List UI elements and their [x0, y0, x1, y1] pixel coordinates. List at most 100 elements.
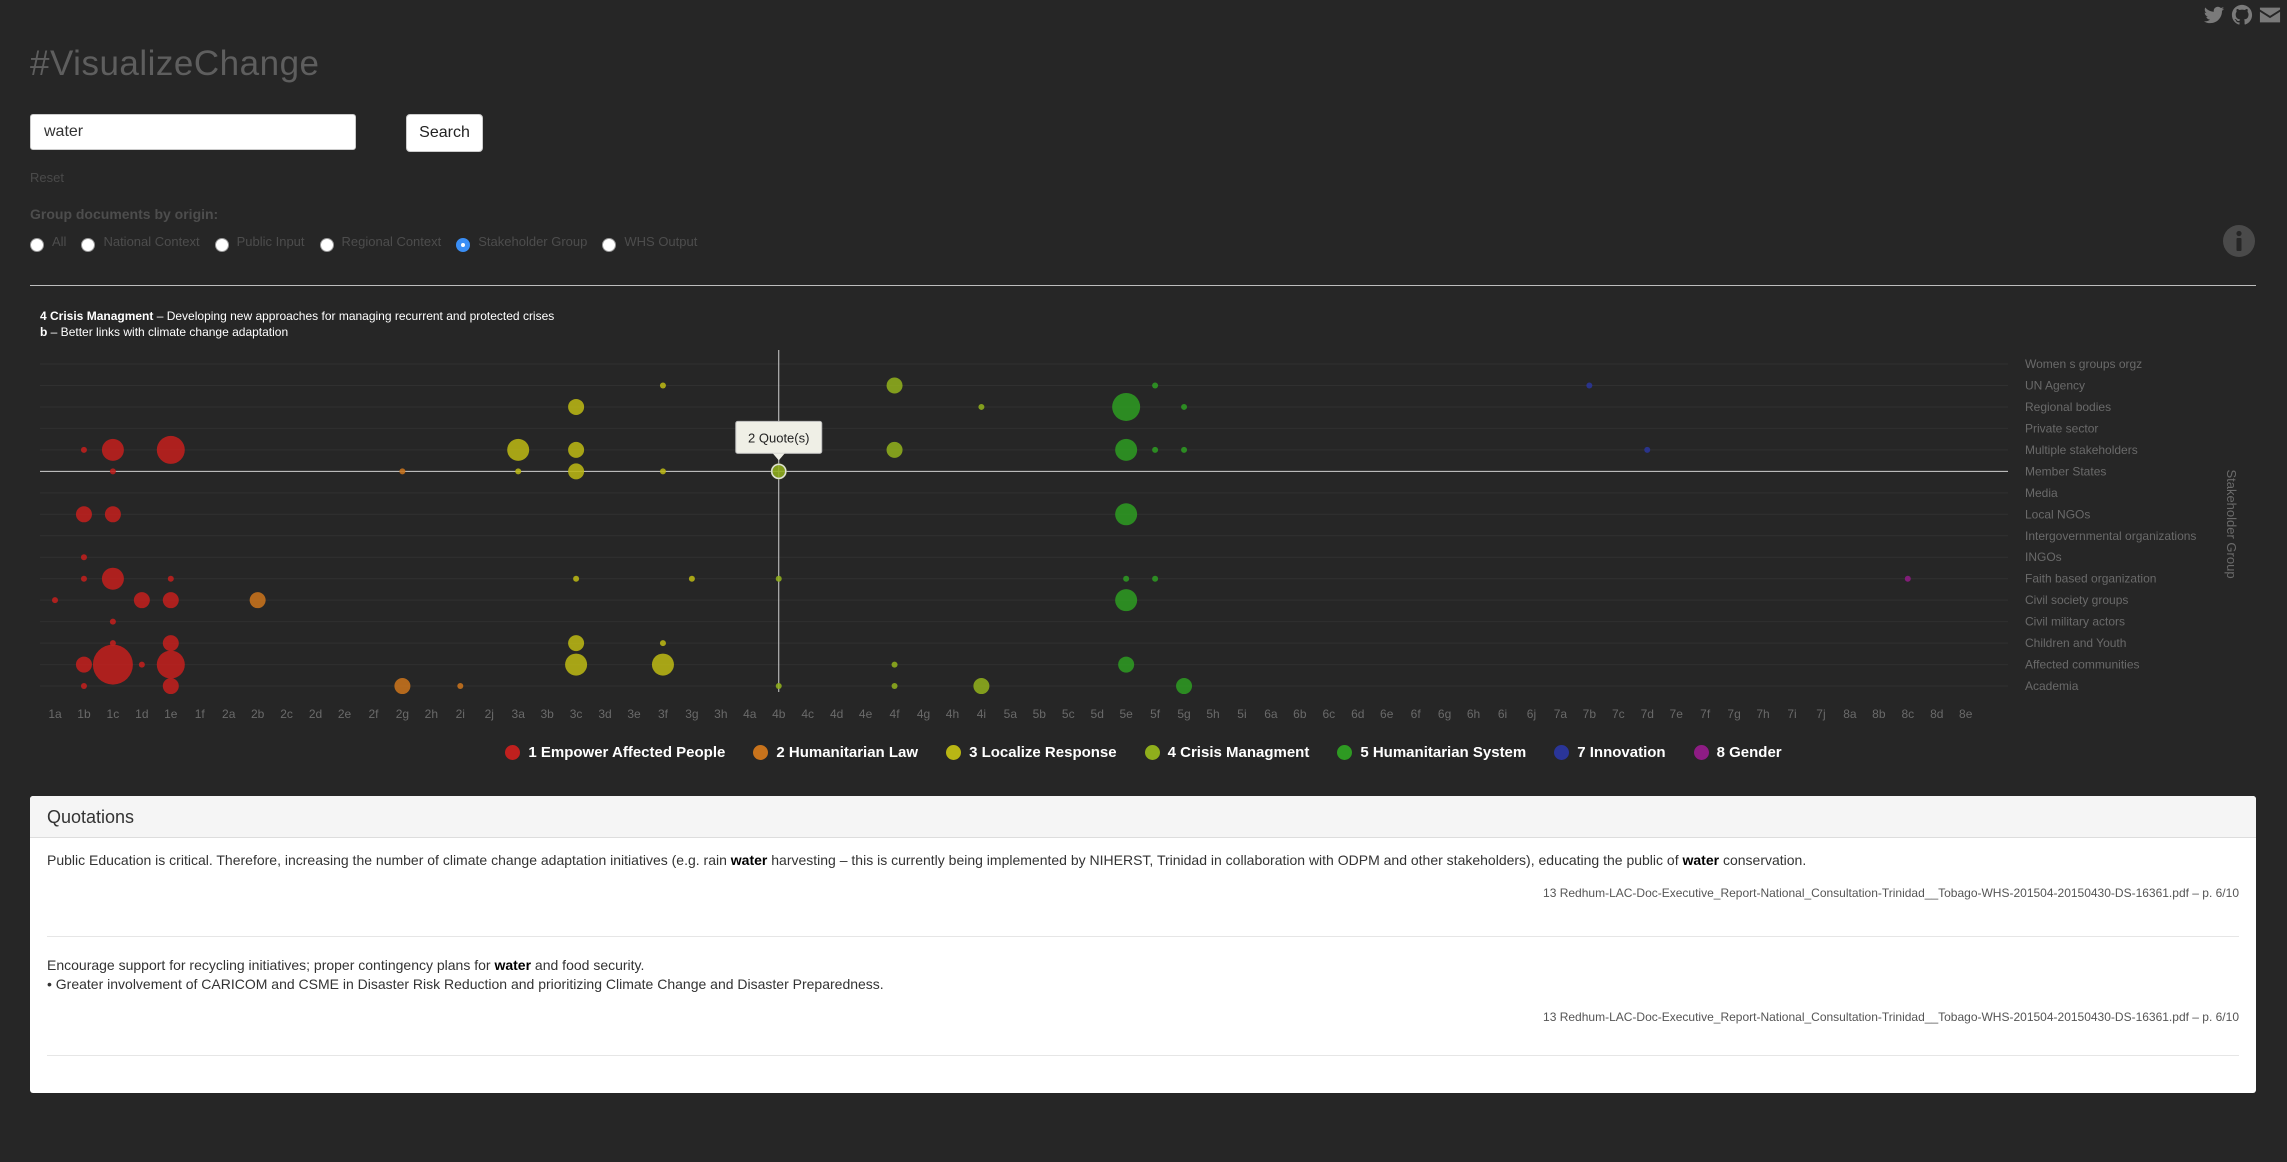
radio-option[interactable]: Public Input: [214, 230, 305, 252]
radio-option[interactable]: Regional Context: [319, 230, 441, 252]
data-point[interactable]: [109, 468, 116, 475]
data-point[interactable]: [568, 441, 585, 458]
radio-button[interactable]: [30, 238, 44, 252]
data-point[interactable]: [659, 640, 666, 647]
data-point[interactable]: [1152, 446, 1159, 453]
data-point[interactable]: [104, 506, 121, 523]
twitter-icon[interactable]: [2203, 4, 2225, 26]
info-icon[interactable]: [2222, 224, 2256, 258]
data-point[interactable]: [886, 441, 903, 458]
y-tick-label: Faith based organization: [2025, 572, 2156, 586]
data-point[interactable]: [1112, 392, 1141, 421]
data-point[interactable]: [886, 377, 903, 394]
data-point[interactable]: [75, 506, 92, 523]
data-point[interactable]: [688, 575, 695, 582]
data-point[interactable]: [109, 640, 116, 647]
data-point[interactable]: [1181, 403, 1188, 410]
data-point[interactable]: [457, 683, 464, 690]
radio-button[interactable]: [81, 238, 96, 252]
radio-option[interactable]: National Context: [81, 230, 200, 252]
legend-item[interactable]: 7 Innovation: [1554, 744, 1666, 761]
data-point[interactable]: [1152, 382, 1159, 389]
legend-item[interactable]: 4 Crisis Managment: [1144, 744, 1309, 761]
data-point[interactable]: [92, 644, 133, 685]
data-point[interactable]: [80, 446, 87, 453]
data-point[interactable]: [1123, 575, 1130, 582]
data-point[interactable]: [568, 463, 585, 480]
radio-button[interactable]: [602, 238, 617, 252]
x-tick-label: 8c: [1901, 707, 1914, 721]
data-point[interactable]: [1115, 503, 1138, 526]
legend-item[interactable]: 2 Humanitarian Law: [753, 744, 918, 761]
search-input[interactable]: [30, 114, 356, 150]
data-point[interactable]: [507, 438, 530, 461]
radio-option[interactable]: All: [30, 230, 66, 252]
data-point[interactable]: [973, 678, 990, 695]
data-point[interactable]: [891, 661, 898, 668]
data-point[interactable]: [1644, 446, 1651, 453]
selected-theme-label: 4 Crisis Managment: [40, 309, 154, 323]
github-icon[interactable]: [2231, 4, 2253, 26]
data-point[interactable]: [1904, 575, 1911, 582]
data-point[interactable]: [249, 592, 266, 609]
data-point[interactable]: [52, 597, 58, 604]
data-point[interactable]: [162, 635, 179, 652]
data-point[interactable]: [659, 468, 666, 475]
radio-option[interactable]: Stakeholder Group: [456, 230, 587, 252]
legend-item[interactable]: 1 Empower Affected People: [505, 744, 725, 761]
data-point[interactable]: [515, 468, 522, 475]
radio-option[interactable]: WHS Output: [602, 230, 697, 252]
data-point[interactable]: [162, 678, 179, 695]
search-button[interactable]: Search: [406, 114, 483, 152]
data-point[interactable]: [568, 398, 585, 415]
y-tick-label: Local NGOs: [2025, 507, 2090, 521]
app-title[interactable]: #VisualizeChange: [30, 44, 320, 83]
data-point[interactable]: [138, 661, 145, 668]
data-point[interactable]: [109, 618, 116, 625]
data-point[interactable]: [565, 653, 588, 676]
y-tick-label: Children and Youth: [2025, 636, 2126, 650]
data-point[interactable]: [80, 554, 87, 561]
data-point[interactable]: [1115, 438, 1138, 461]
data-point[interactable]: [1115, 589, 1138, 612]
data-point[interactable]: [1118, 656, 1135, 673]
data-point[interactable]: [1176, 678, 1193, 695]
data-point[interactable]: [1181, 446, 1188, 453]
data-point[interactable]: [568, 635, 585, 652]
data-point[interactable]: [775, 575, 782, 582]
reset-link[interactable]: Reset: [30, 170, 64, 185]
data-point[interactable]: [978, 403, 985, 410]
data-point[interactable]: [133, 592, 150, 609]
data-point[interactable]: [651, 653, 674, 676]
data-point[interactable]: [394, 678, 411, 695]
mail-icon[interactable]: [2259, 4, 2281, 26]
quote-text-before: Public Education is critical. Therefore,…: [47, 852, 731, 868]
quotation-source[interactable]: 13 Redhum-LAC-Doc-Executive_Report-Natio…: [1543, 886, 2239, 900]
data-point[interactable]: [80, 683, 87, 690]
data-point[interactable]: [101, 567, 124, 590]
radio-label: WHS Output: [624, 233, 698, 249]
stakeholder-chart[interactable]: 2 Quote(s) 1a 1b 1c 1d 1e 1f 2a 2b 2c 2d 2e 2f 2g 2h 2i…: [0, 340, 2287, 740]
data-point[interactable]: [770, 463, 787, 480]
legend-item[interactable]: 5 Humanitarian System: [1337, 744, 1526, 761]
data-point[interactable]: [162, 592, 179, 609]
data-point[interactable]: [80, 575, 87, 582]
data-point[interactable]: [891, 683, 898, 690]
data-point[interactable]: [156, 650, 185, 679]
data-point[interactable]: [75, 656, 92, 673]
data-point[interactable]: [775, 683, 782, 690]
data-point[interactable]: [573, 575, 580, 582]
radio-button[interactable]: [214, 238, 229, 252]
legend-item[interactable]: 3 Localize Response: [946, 744, 1117, 761]
data-point[interactable]: [101, 438, 124, 461]
radio-button[interactable]: [456, 238, 471, 252]
data-point[interactable]: [1586, 382, 1593, 389]
data-point[interactable]: [1152, 575, 1159, 582]
data-point[interactable]: [167, 575, 174, 582]
data-point[interactable]: [399, 468, 406, 475]
data-point[interactable]: [659, 382, 666, 389]
quotation-source[interactable]: 13 Redhum-LAC-Doc-Executive_Report-Natio…: [1543, 1010, 2239, 1024]
radio-button[interactable]: [319, 238, 334, 252]
legend-item[interactable]: 8 Gender: [1693, 744, 1782, 761]
data-point[interactable]: [156, 435, 185, 464]
